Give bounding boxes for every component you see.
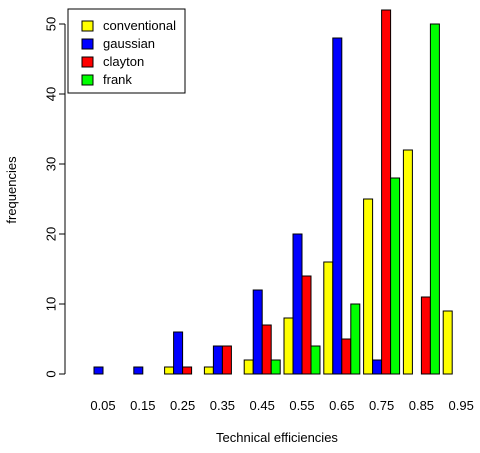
bars: [93, 9, 453, 375]
y-axis: 0 10 20 30 40 50: [44, 17, 66, 378]
bar-gaussian-0.55: [292, 233, 303, 375]
legend-label-gaussian: gaussian: [103, 36, 155, 51]
bar-conventional-0.45: [243, 359, 254, 375]
legend: conventional gaussian clayton frank: [67, 8, 186, 94]
bar-gaussian-0.65: [332, 37, 343, 375]
legend-swatch-conventional: [81, 20, 94, 32]
bar-frank-0.75: [390, 177, 401, 375]
y-axis-title: frequencies: [4, 156, 19, 224]
x-tick-labels: 0.05 0.15 0.25 0.35 0.45 0.55 0.65 0.75 0.85 0.95: [90, 398, 474, 413]
bar-conventional-0.35: [203, 366, 214, 375]
bar-conventional-0.25: [164, 366, 175, 375]
bar-frank-0.65: [350, 303, 361, 375]
y-tick-label: 20: [44, 227, 59, 241]
x-tick-label: 0.15: [130, 398, 155, 413]
bar-conventional-0.85: [402, 149, 413, 375]
x-axis-title: Technical efficiencies: [216, 430, 338, 445]
bar-frank-0.85: [429, 23, 440, 375]
x-tick-label: 0.25: [170, 398, 195, 413]
bar-conventional-0.55: [283, 317, 294, 375]
bar-clayton-0.65: [341, 338, 352, 375]
y-tick-label: 50: [44, 17, 59, 31]
y-tick-label: 40: [44, 87, 59, 101]
legend-label-clayton: clayton: [103, 54, 144, 69]
x-tick-label: 0.45: [250, 398, 275, 413]
bar-frank-0.45: [270, 359, 281, 375]
bar-clayton-0.55: [301, 275, 312, 375]
y-tick-label: 10: [44, 297, 59, 311]
x-tick-label: 0.95: [449, 398, 474, 413]
bar-gaussian-0.45: [252, 289, 263, 375]
bar-gaussian-0.75: [372, 359, 383, 375]
x-tick-label: 0.65: [329, 398, 354, 413]
x-tick-label: 0.35: [210, 398, 235, 413]
y-tick-label: 30: [44, 157, 59, 171]
bar-clayton-0.85: [420, 296, 431, 375]
bar-conventional-0.95: [442, 310, 453, 375]
x-tick-label: 0.75: [369, 398, 394, 413]
bar-clayton-0.75: [381, 9, 392, 375]
bar-gaussian-0.25: [173, 331, 184, 375]
y-tick-label: 0: [44, 370, 59, 377]
x-tick-label: 0.85: [409, 398, 434, 413]
x-tick-label: 0.55: [289, 398, 314, 413]
bar-gaussian-0.05: [93, 366, 104, 375]
legend-label-conventional: conventional: [103, 18, 176, 33]
bar-conventional-0.65: [323, 261, 334, 375]
bar-clayton-0.25: [182, 366, 193, 375]
legend-swatch-clayton: [81, 56, 94, 68]
bar-gaussian-0.15: [133, 366, 144, 375]
legend-swatch-gaussian: [81, 38, 94, 50]
legend-swatch-frank: [81, 74, 94, 86]
legend-label-frank: frank: [103, 72, 132, 87]
bar-clayton-0.35: [221, 345, 232, 375]
bar-gaussian-0.35: [212, 345, 223, 375]
bar-frank-0.55: [310, 345, 321, 375]
bar-clayton-0.45: [261, 324, 272, 375]
bar-conventional-0.75: [363, 198, 374, 375]
x-tick-label: 0.05: [90, 398, 115, 413]
